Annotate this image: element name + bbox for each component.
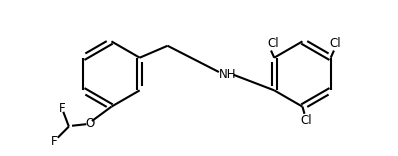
Text: O: O xyxy=(85,117,94,130)
Text: Cl: Cl xyxy=(330,37,341,50)
Text: F: F xyxy=(59,102,65,115)
Text: NH: NH xyxy=(219,68,237,81)
Text: F: F xyxy=(51,135,57,148)
Text: Cl: Cl xyxy=(300,114,312,127)
Text: Cl: Cl xyxy=(267,37,279,50)
